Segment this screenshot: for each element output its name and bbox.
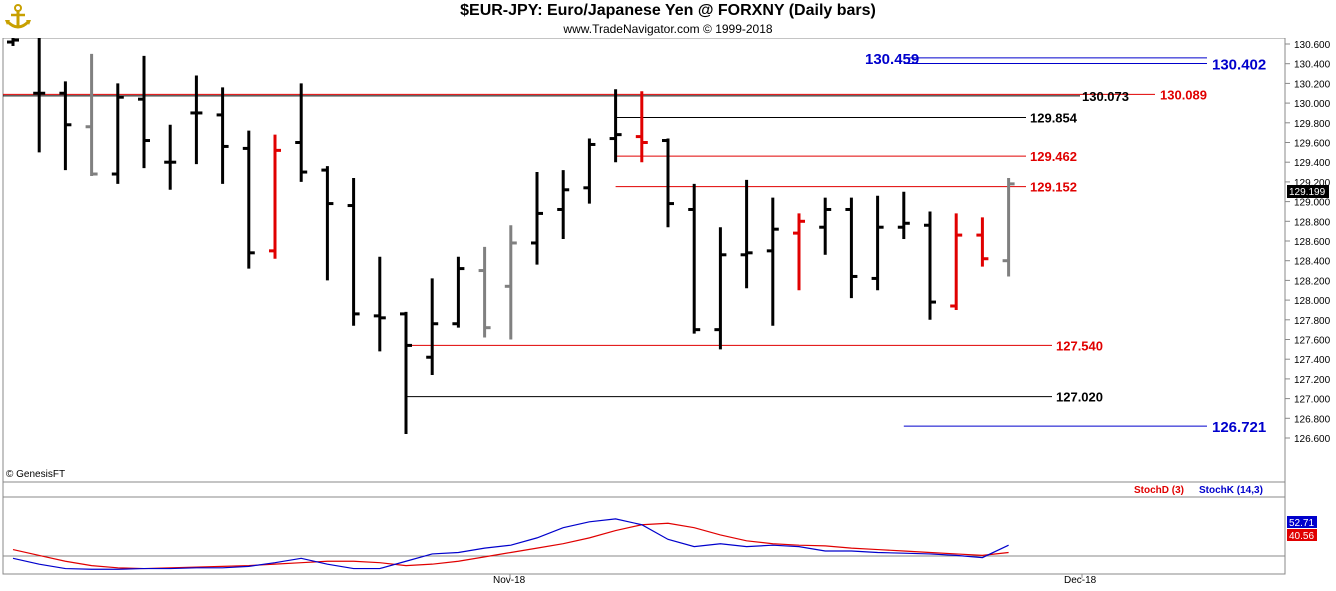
y-tick-label: 127.800 (1294, 316, 1331, 327)
y-tick-label: 129.600 (1294, 139, 1331, 150)
ohlc-bar (976, 217, 989, 267)
copyright-label: © GenesisFT (6, 469, 65, 480)
stochastic-lines (12, 518, 1009, 570)
stochK-value: 52.71 (1289, 518, 1314, 529)
y-tick-label: 128.600 (1294, 237, 1331, 248)
y-tick-label: 129.400 (1294, 158, 1331, 169)
last-price: 129.199 (1289, 187, 1326, 198)
y-tick-label: 127.200 (1294, 375, 1331, 386)
ohlc-bar (426, 278, 439, 375)
y-tick-label: 127.000 (1294, 395, 1331, 406)
ohlc-bar (635, 91, 648, 163)
ohlc-bar (897, 191, 910, 240)
stochK-value-box (1287, 516, 1317, 528)
ohlc-bar (714, 227, 727, 350)
stochD-value: 40.56 (1289, 531, 1314, 542)
y-tick-label: 129.000 (1294, 198, 1331, 209)
ohlc-bar (347, 177, 360, 326)
level-label: 129.152 (1030, 180, 1077, 195)
level-label: 130.089 (1160, 87, 1207, 102)
stochD-legend: StochD (3) (1134, 485, 1184, 496)
ohlc-bar (609, 89, 622, 163)
stoch-line (12, 518, 1009, 570)
ohlc-bar (85, 53, 98, 176)
last-price-box (1287, 185, 1329, 198)
level-label: 127.020 (1056, 390, 1103, 405)
ohlc-bar (740, 179, 753, 289)
ohlc-bar (1002, 177, 1015, 277)
y-tick-label: 130.600 (1294, 40, 1331, 51)
ohlc-bar (269, 134, 281, 259)
level-label: 127.540 (1056, 338, 1103, 353)
y-tick-label: 127.600 (1294, 336, 1331, 347)
ohlc-bar (950, 213, 963, 310)
stoch-line (12, 522, 1009, 570)
chart-title: $EUR-JPY: Euro/Japanese Yen @ FORXNY (Da… (460, 2, 876, 19)
ohlc-bars (7, 32, 1015, 435)
ohlc-bar (504, 225, 517, 340)
ohlc-bar (557, 170, 570, 240)
y-tick-label: 128.400 (1294, 257, 1331, 268)
y-tick-label: 129.800 (1294, 119, 1331, 130)
ohlc-bar (662, 138, 674, 228)
level-label: 130.073 (1082, 89, 1129, 104)
price-axis: 130.600 130.400 130.200 130.000 129.800 129.6… (1285, 40, 1331, 445)
stochK-legend: StochK (14,3) (1199, 485, 1263, 496)
ohlc-bar (766, 197, 779, 326)
y-tick-label: 130.200 (1294, 79, 1331, 90)
y-tick-label: 130.400 (1294, 60, 1331, 71)
ohlc-bar (33, 34, 46, 153)
ohlc-bar (216, 87, 229, 184)
stochD-value-box (1287, 529, 1317, 541)
ohlc-bar (688, 183, 701, 334)
level-label: 130.459 (865, 51, 919, 68)
ohlc-bar (845, 197, 858, 299)
chart-subtitle: www.TradeNavigator.com © 1999-2018 (563, 22, 773, 36)
level-label: 130.402 (1212, 57, 1266, 74)
anchor-logo-icon (4, 3, 32, 38)
price-panel (2, 37, 1286, 483)
x-label-nov: Nov-18 (493, 575, 526, 586)
ohlc-bar (373, 256, 386, 352)
ohlc-bar (871, 195, 884, 291)
y-tick-label: 129.200 (1294, 178, 1331, 189)
ohlc-bar (111, 83, 124, 184)
ohlc-bar (59, 81, 72, 171)
y-tick-label: 127.400 (1294, 355, 1331, 366)
ohlc-bar (793, 213, 805, 291)
y-tick-label: 126.600 (1294, 434, 1331, 445)
y-tick-label: 130.000 (1294, 99, 1331, 110)
y-tick-label: 126.800 (1294, 414, 1331, 425)
ohlc-bar (819, 197, 832, 255)
x-label-dec: Dec-18 (1064, 575, 1097, 586)
ohlc-bar (400, 311, 412, 435)
ohlc-bar (478, 246, 491, 338)
ohlc-bar (924, 211, 936, 320)
level-label: 129.854 (1030, 110, 1078, 125)
ohlc-bar (164, 124, 177, 190)
y-tick-label: 128.000 (1294, 296, 1331, 307)
ohlc-bar (452, 256, 465, 328)
ohlc-bar (190, 75, 203, 165)
chart-header: $EUR-JPY: Euro/Japanese Yen @ FORXNY (Da… (0, 0, 1336, 38)
y-tick-label: 128.800 (1294, 217, 1331, 228)
ohlc-bar (138, 55, 150, 169)
level-label: 129.462 (1030, 149, 1077, 164)
ohlc-bar (242, 130, 255, 269)
ohlc-bar (531, 172, 543, 265)
ohlc-bar (295, 83, 308, 182)
ohlc-bar (583, 138, 596, 204)
level-label: 126.721 (1212, 419, 1266, 436)
y-tick-label: 128.200 (1294, 276, 1331, 287)
stochastic-panel (2, 481, 1286, 575)
ohlc-bar (321, 166, 334, 281)
